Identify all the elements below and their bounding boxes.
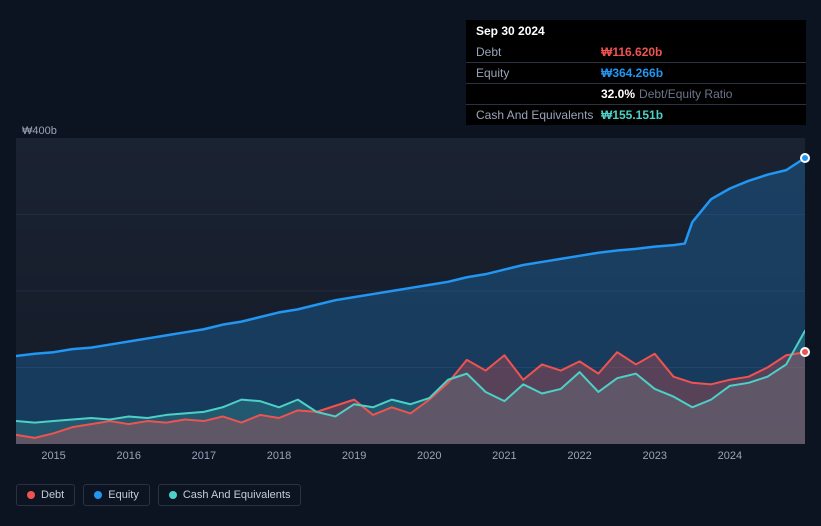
x-axis-tick-label: 2019 — [342, 450, 366, 462]
chart-container: Sep 30 2024 Debt₩116.620bEquity₩364.266b… — [0, 0, 821, 526]
y-axis-tick-label: ₩400b — [22, 125, 57, 137]
x-axis-tick-label: 2024 — [718, 450, 742, 462]
legend-swatch — [94, 491, 102, 499]
tooltip-row: Debt₩116.620b — [466, 42, 806, 63]
legend-label: Equity — [108, 489, 139, 501]
x-axis-tick-label: 2023 — [642, 450, 666, 462]
tooltip-ratio: 32.0%Debt/Equity Ratio — [601, 87, 732, 101]
tooltip-row: Equity₩364.266b — [466, 63, 806, 84]
tooltip-row-value: ₩364.266b — [601, 66, 663, 80]
series-end-marker — [800, 153, 810, 163]
legend-item[interactable]: Debt — [16, 484, 75, 506]
tooltip-row-label — [476, 87, 601, 101]
tooltip-row-label: Equity — [476, 66, 601, 80]
legend-label: Debt — [41, 489, 64, 501]
x-axis-tick-label: 2015 — [41, 450, 65, 462]
x-axis-tick-label: 2020 — [417, 450, 441, 462]
tooltip-row-value: ₩155.151b — [601, 108, 663, 122]
legend: Debt Equity Cash And Equivalents — [16, 484, 301, 506]
legend-item[interactable]: Equity — [83, 484, 150, 506]
tooltip-row-label: Cash And Equivalents — [476, 108, 601, 122]
tooltip-row: 32.0%Debt/Equity Ratio — [466, 84, 806, 105]
legend-swatch — [27, 491, 35, 499]
legend-label: Cash And Equivalents — [183, 489, 291, 501]
tooltip-box: Sep 30 2024 Debt₩116.620bEquity₩364.266b… — [466, 20, 806, 125]
x-axis-tick-label: 2018 — [267, 450, 291, 462]
x-axis-tick-label: 2022 — [567, 450, 591, 462]
x-axis-tick-label: 2016 — [116, 450, 140, 462]
legend-swatch — [169, 491, 177, 499]
series-end-marker — [800, 347, 810, 357]
tooltip-title: Sep 30 2024 — [466, 20, 806, 42]
tooltip-row: Cash And Equivalents₩155.151b — [466, 105, 806, 125]
tooltip-row-value: ₩116.620b — [601, 45, 662, 59]
tooltip-row-label: Debt — [476, 45, 601, 59]
chart-plot[interactable] — [16, 138, 805, 444]
x-axis-tick-label: 2021 — [492, 450, 516, 462]
legend-item[interactable]: Cash And Equivalents — [158, 484, 302, 506]
x-axis-tick-label: 2017 — [192, 450, 216, 462]
